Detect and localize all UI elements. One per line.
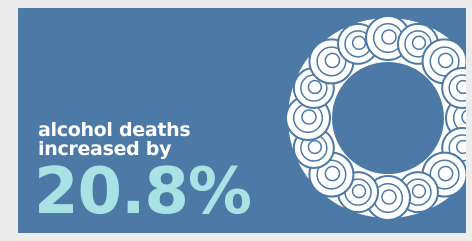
figure: 20.8% [34, 155, 251, 229]
headline: alcohol deaths [38, 120, 190, 140]
banner: alcohol deaths increased by 20.8% [18, 8, 466, 233]
wreath-hole [338, 68, 438, 168]
page: alcohol deaths increased by 20.8% [0, 0, 472, 241]
